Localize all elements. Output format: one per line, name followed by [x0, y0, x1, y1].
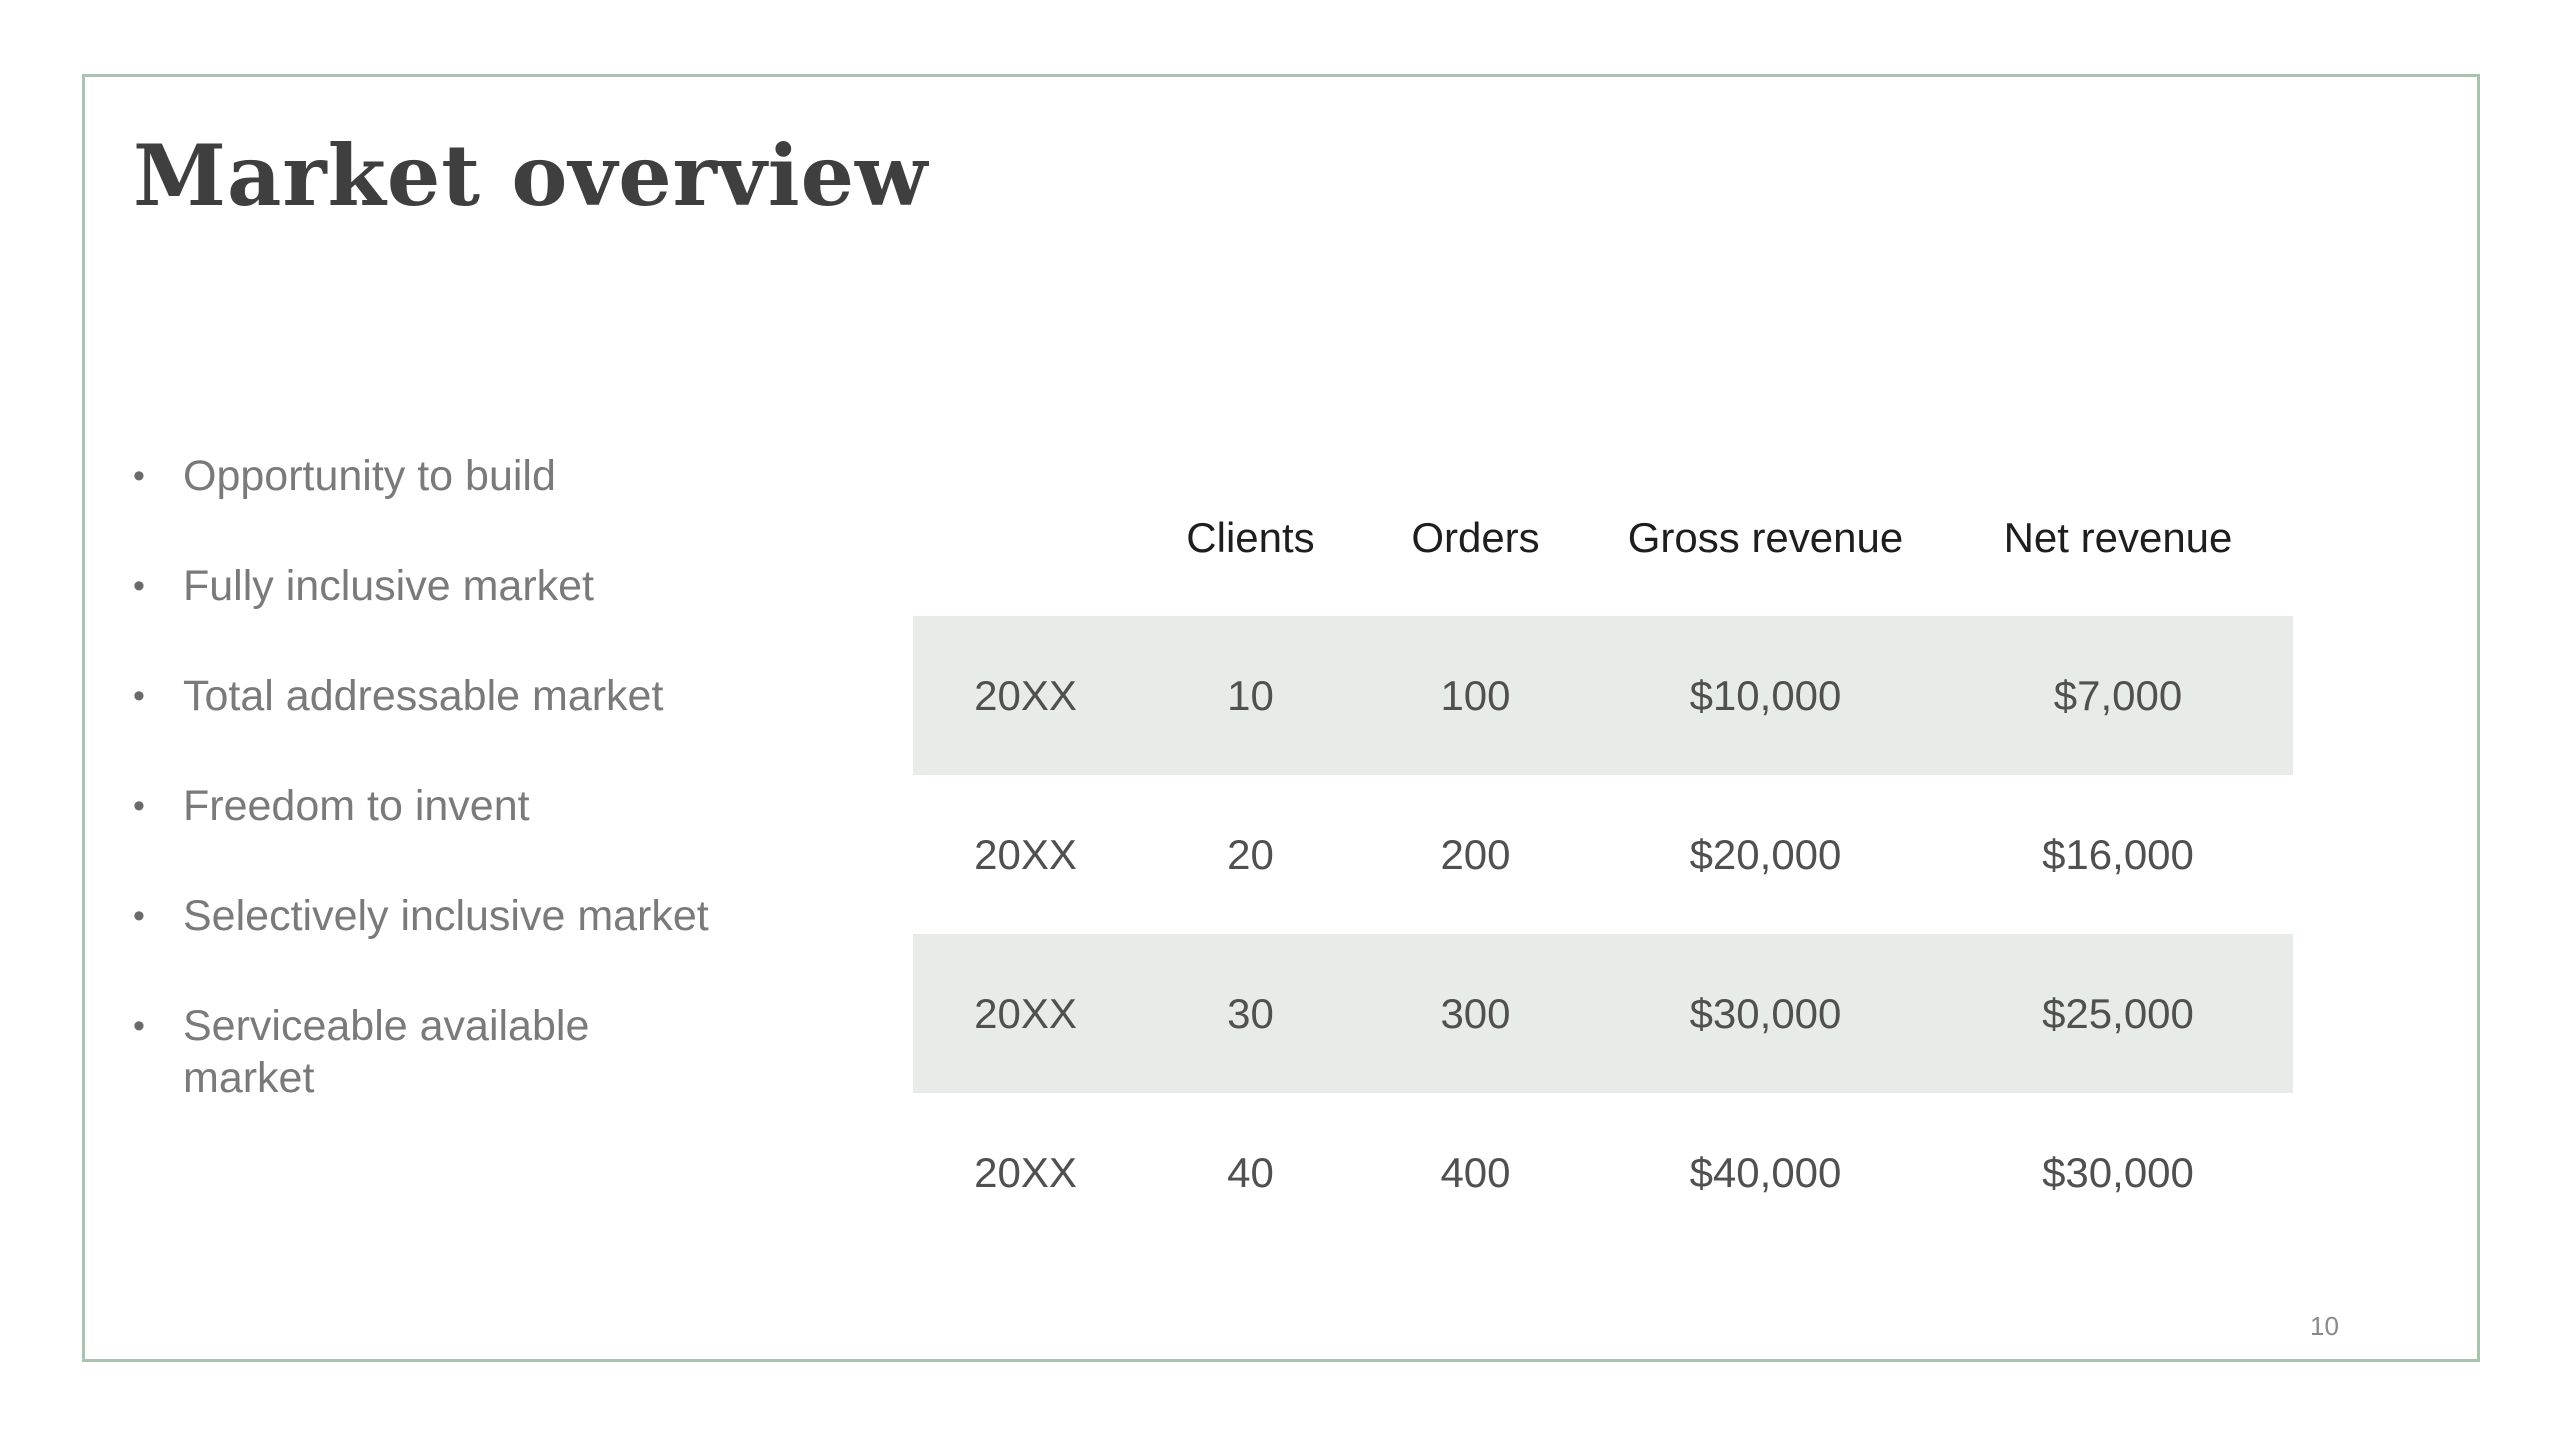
cell-year: 20XX — [913, 934, 1138, 1093]
cell-gross-revenue: $10,000 — [1588, 616, 1943, 775]
header-orders: Orders — [1411, 514, 1540, 561]
cell-clients: 20 — [1227, 830, 1274, 878]
market-table: Clients Orders Gross revenue Net revenue… — [913, 460, 2293, 1252]
cell-net-revenue: $7,000 — [1943, 616, 2293, 775]
bullet-text: Serviceable available market — [183, 1002, 590, 1102]
bullet-dot-icon: • — [133, 677, 145, 715]
bullet-item: • Opportunity to build — [133, 450, 833, 502]
bullet-item: • Total addressable market — [133, 670, 833, 722]
table-row: 20XX 20 200 $20,000 $16,000 — [913, 775, 2293, 934]
bullet-text: Opportunity to build — [183, 452, 556, 500]
table-row: 20XX 40 400 $40,000 $30,000 — [913, 1093, 2293, 1252]
header-year — [913, 460, 1138, 616]
table-row: 20XX 10 100 $10,000 $7,000 — [913, 616, 2293, 775]
bullet-dot-icon: • — [133, 567, 145, 605]
cell-gross-revenue: $20,000 — [1689, 830, 1842, 878]
bullet-dot-icon: • — [133, 1007, 145, 1045]
table-row: 20XX 30 300 $30,000 $25,000 — [913, 934, 2293, 1093]
page-number: 10 — [2310, 1311, 2339, 1341]
cell-orders: 400 — [1440, 1148, 1511, 1196]
table-header-row: Clients Orders Gross revenue Net revenue — [913, 460, 2293, 616]
cell-clients: 40 — [1227, 1148, 1274, 1196]
bullet-text: Fully inclusive market — [183, 562, 594, 610]
slide-title: Market overview — [133, 126, 929, 225]
bullet-text: Freedom to invent — [183, 782, 530, 830]
bullet-dot-icon: • — [133, 457, 145, 495]
cell-orders: 100 — [1363, 616, 1588, 775]
cell-net-revenue: $25,000 — [1943, 934, 2293, 1093]
cell-year: 20XX — [974, 830, 1077, 878]
cell-gross-revenue: $40,000 — [1689, 1148, 1842, 1196]
cell-year: 20XX — [913, 616, 1138, 775]
bullet-item: • Selectively inclusive market — [133, 890, 833, 942]
cell-clients: 30 — [1138, 934, 1363, 1093]
bullet-dot-icon: • — [133, 897, 145, 935]
cell-orders: 200 — [1440, 830, 1511, 878]
bullet-item: • Fully inclusive market — [133, 560, 833, 612]
header-gross-revenue: Gross revenue — [1627, 514, 1904, 561]
bullet-text: Total addressable market — [183, 672, 664, 720]
cell-net-revenue: $30,000 — [2042, 1148, 2194, 1196]
bullet-dot-icon: • — [133, 787, 145, 825]
cell-orders: 300 — [1363, 934, 1588, 1093]
cell-gross-revenue: $30,000 — [1588, 934, 1943, 1093]
cell-year: 20XX — [974, 1148, 1077, 1196]
header-net-revenue: Net revenue — [2003, 514, 2233, 561]
cell-clients: 10 — [1138, 616, 1363, 775]
cell-net-revenue: $16,000 — [2042, 830, 2194, 878]
header-clients: Clients — [1186, 514, 1315, 561]
bullet-list: • Opportunity to build • Fully inclusive m… — [133, 450, 833, 1104]
bullet-item: • Freedom to invent — [133, 780, 833, 832]
bullet-text: Selectively inclusive market — [183, 892, 709, 940]
bullet-item: • Serviceable available market — [133, 1000, 663, 1104]
